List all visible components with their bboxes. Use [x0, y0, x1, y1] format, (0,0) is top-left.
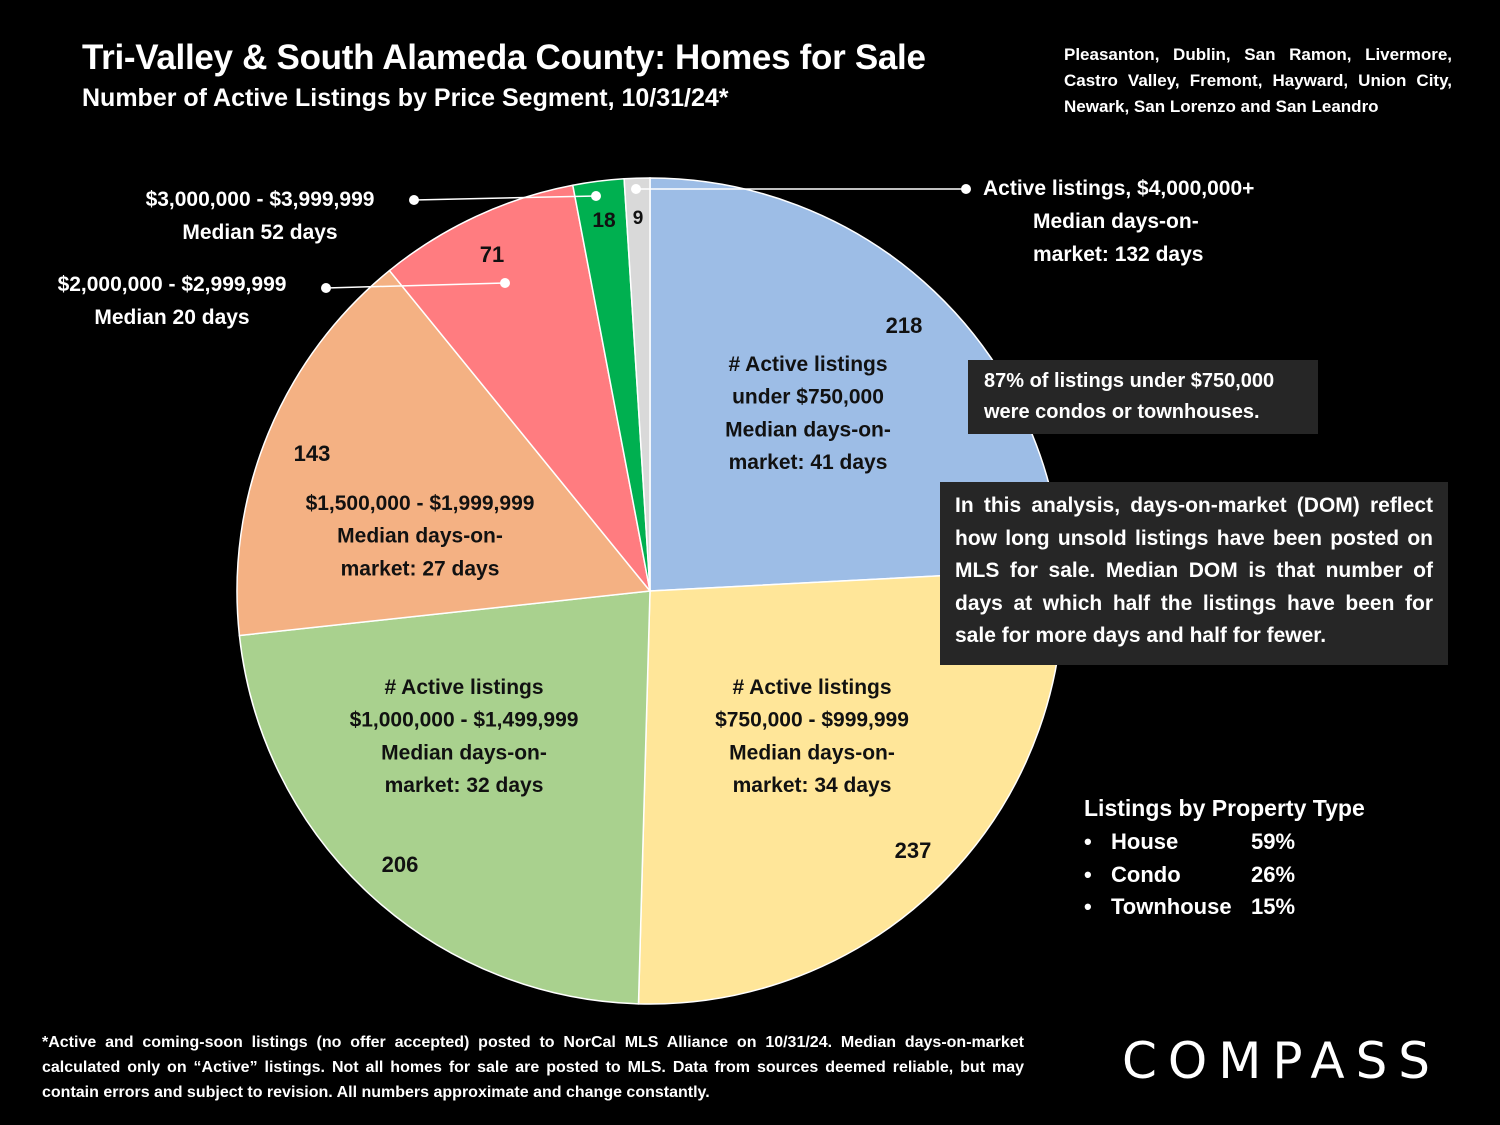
callout-dot [961, 184, 971, 194]
callout-line-text: Median days-on- [1033, 210, 1199, 233]
slice-value-label: 237 [895, 838, 932, 863]
property-type-title: Listings by Property Type [1084, 795, 1365, 821]
slice-category-label: Median days-on- [725, 418, 891, 441]
slice-category-label: $1,500,000 - $1,999,999 [306, 492, 535, 515]
slice-category-label: market: 41 days [729, 451, 888, 474]
list-item: • Townhouse 15% [1084, 891, 1365, 924]
callout-leader-line [413, 195, 597, 201]
bullet-icon: • [1084, 829, 1092, 854]
property-type-name: Townhouse [1111, 894, 1232, 919]
property-type-pct: 59% [1251, 829, 1296, 854]
property-type-pct: 15% [1251, 894, 1296, 919]
slice-category-label: $1,000,000 - $1,499,999 [350, 709, 579, 732]
slice-category-label: Median days-on- [729, 741, 895, 764]
callout-2m-3m: $2,000,000 - $2,999,999 Median 20 days [38, 268, 306, 334]
slice-category-label: under $750,000 [732, 386, 884, 409]
slice-value-label: 71 [480, 242, 504, 267]
slice-category-label: # Active listings [728, 353, 887, 376]
callout-4m-plus: Active listings, $4,000,000+ Median days… [983, 172, 1283, 271]
slice-value-label: 206 [382, 852, 419, 877]
pie-slice [388, 184, 651, 592]
chart-title: Tri-Valley & South Alameda County: Homes… [82, 38, 926, 77]
callout-line-text: market: 132 days [1033, 243, 1204, 266]
callout-dot [500, 278, 510, 288]
callout-leader-line [325, 282, 506, 289]
bullet-icon: • [1084, 894, 1092, 919]
callout-line-text: $2,000,000 - $2,999,999 [57, 273, 287, 296]
slice-category-label: # Active listings [384, 676, 543, 699]
slice-category-label: market: 32 days [385, 774, 544, 797]
callout-line-text: Median 52 days [182, 221, 338, 244]
pie-slice [236, 269, 652, 637]
callout-dot [631, 184, 641, 194]
list-item: • Condo 26% [1084, 859, 1365, 892]
property-type-list: Listings by Property Type • House 59% • … [1084, 792, 1365, 924]
slice-category-label: market: 34 days [733, 774, 892, 797]
list-item: • House 59% [1084, 826, 1365, 859]
property-type-pct: 26% [1251, 861, 1296, 887]
slice-value-label: 18 [592, 209, 616, 232]
slice-category-label: $750,000 - $999,999 [715, 709, 909, 732]
property-type-name: Condo [1111, 861, 1181, 887]
dom-note: In this analysis, days-on-market (DOM) r… [940, 482, 1448, 665]
slice-category-label: # Active listings [732, 676, 891, 699]
chart-subtitle: Number of Active Listings by Price Segme… [82, 84, 729, 112]
compass-logo: COMPASS [1122, 1032, 1442, 1090]
property-type-name: House [1111, 829, 1179, 854]
callout-line-text: Median 20 days [94, 306, 250, 329]
callout-line-text: Active listings, $4,000,000+ [983, 177, 1255, 200]
callout-line-text: $3,000,000 - $3,999,999 [145, 188, 375, 211]
slice-category-label: Median days-on- [381, 741, 547, 764]
pie-slice [238, 590, 651, 1005]
condo-note: 87% of listings under $750,000 were cond… [968, 360, 1318, 434]
area-note: Pleasanton, Dublin, San Ramon, Livermore… [1064, 45, 1452, 116]
slice-category-label: market: 27 days [341, 557, 500, 580]
callout-dot [591, 191, 601, 201]
callout-dot [409, 195, 419, 205]
bullet-icon: • [1084, 861, 1092, 887]
slice-value-label: 218 [886, 313, 923, 338]
slice-category-label: Median days-on- [337, 525, 503, 548]
slice-value-label: 143 [294, 441, 331, 466]
footnote: *Active and coming-soon listings (no off… [42, 1034, 1024, 1101]
callout-dot [321, 283, 331, 293]
callout-3m-4m: $3,000,000 - $3,999,999 Median 52 days [126, 183, 394, 249]
pie-slice [623, 177, 651, 592]
slice-value-label: 9 [633, 208, 644, 229]
